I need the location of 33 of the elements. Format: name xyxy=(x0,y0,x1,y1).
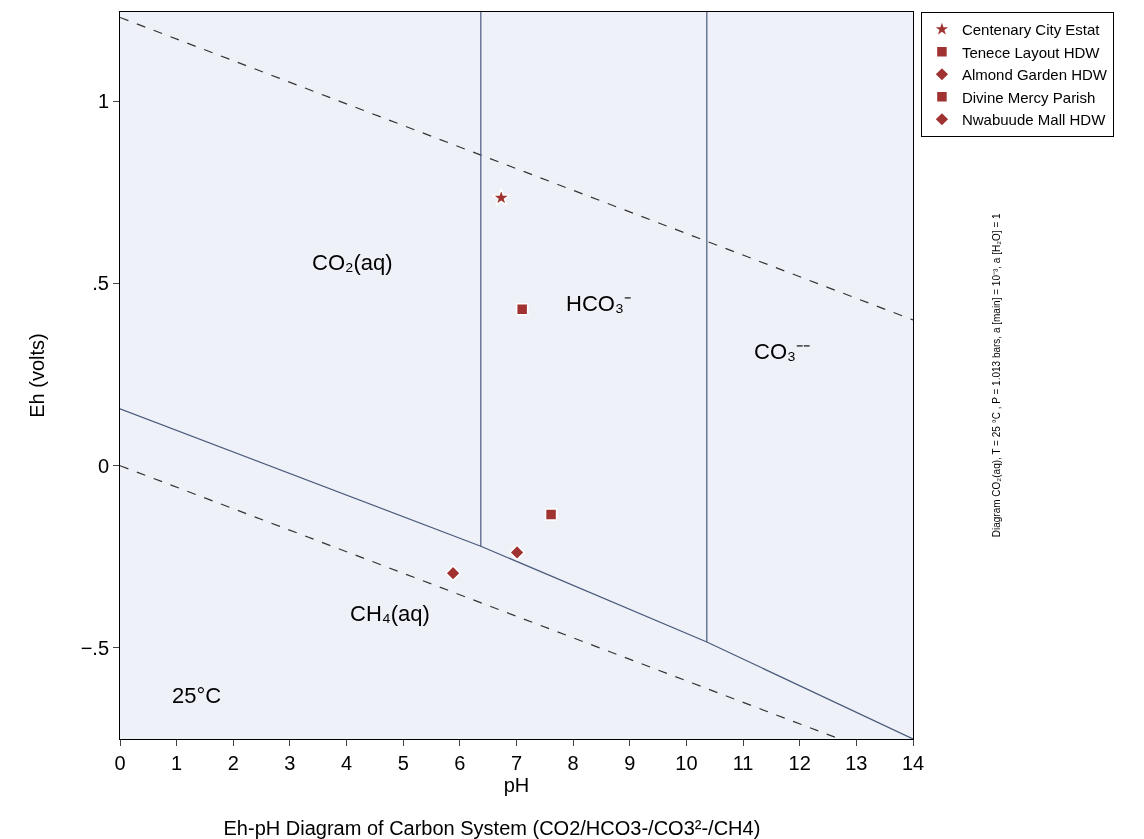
legend-label: Divine Mercy Parish xyxy=(961,88,1096,106)
x-tick-label: 4 xyxy=(341,752,353,774)
legend-label: Nwabuude Mall HDW xyxy=(961,111,1107,129)
x-tick-label: 3 xyxy=(284,752,296,774)
x-tick-label: 1 xyxy=(171,752,183,774)
y-axis-title: Eh (volts) xyxy=(26,333,49,418)
annotation: 25°C xyxy=(172,683,222,708)
x-tick-label: 9 xyxy=(624,752,636,774)
legend-label: Centenary City Estat xyxy=(961,21,1101,39)
x-tick-label: 12 xyxy=(788,752,811,774)
x-tick-label: 13 xyxy=(845,752,868,774)
text: Eh-pH Diagram of Carbon System (CO2/HCO3-/CO3²-/CH4) xyxy=(223,816,761,839)
text: Diagram CO₂(aq), T = 25 °C , P = 1.013 bars, a [main] = 10⁻³, a [H₂O] = 1 xyxy=(991,212,1003,538)
x-tick-label: 5 xyxy=(397,752,409,774)
annotation: HCO₃⁻ xyxy=(566,291,631,316)
y-tick-label: 1 xyxy=(97,90,109,113)
x-tick-label: 10 xyxy=(675,752,698,774)
annotation: CO₂(aq) xyxy=(312,250,393,275)
legend-label: Tenece Layout HDW xyxy=(961,43,1101,61)
x-tick-label: 0 xyxy=(114,752,126,774)
x-tick-label: 2 xyxy=(227,752,239,774)
x-tick-label: 14 xyxy=(901,752,925,774)
x-tick-label: 11 xyxy=(732,752,754,774)
legend-label: Almond Garden HDW xyxy=(961,66,1108,84)
x-tick-label: 8 xyxy=(567,752,579,774)
x-axis-title: pH xyxy=(503,774,530,796)
x-tick-label: 6 xyxy=(454,752,466,774)
y-tick-label: 0 xyxy=(97,454,109,477)
y-tick-label: −.5 xyxy=(80,636,109,659)
annotation: CO₃⁻⁻ xyxy=(754,339,810,364)
annotation: CH₄(aq) xyxy=(350,601,430,626)
x-tick-label: 7 xyxy=(510,752,523,774)
y-tick-label: .5 xyxy=(92,272,109,295)
